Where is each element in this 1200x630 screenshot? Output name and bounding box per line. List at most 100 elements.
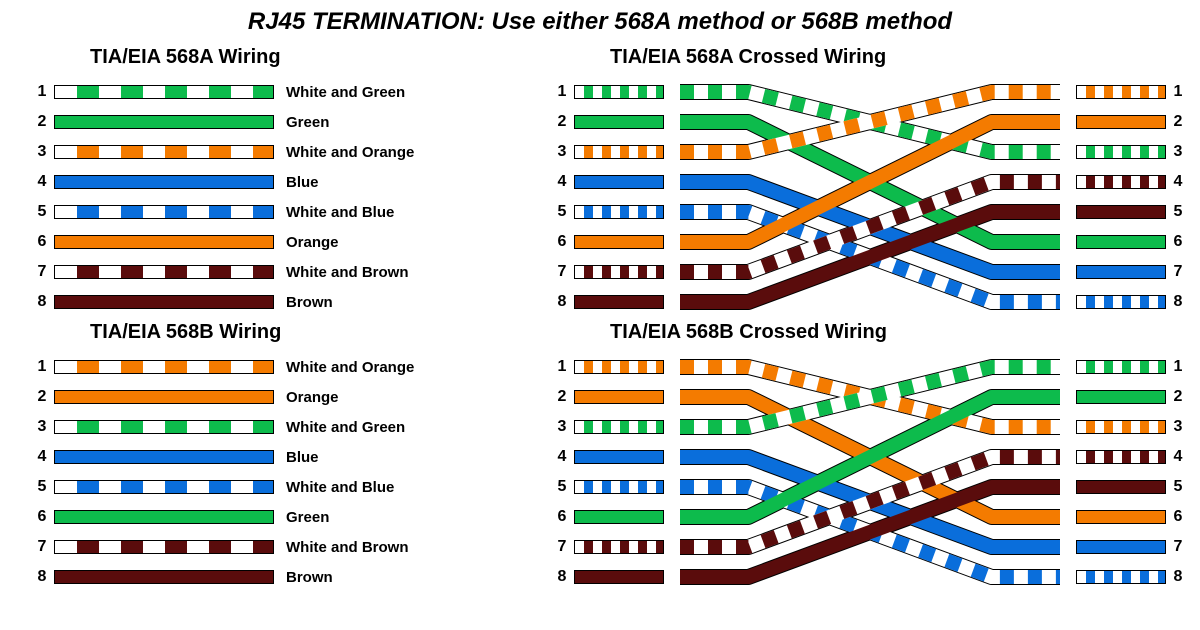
wire-row: 1 <box>1076 352 1190 382</box>
wire-row: 6 <box>550 502 664 532</box>
pin-number: 6 <box>550 508 574 526</box>
wire-row: 6 <box>1076 227 1190 257</box>
pin-number: 1 <box>30 83 54 101</box>
wire-row: 1White and Orange <box>30 352 510 382</box>
wire-bar <box>1076 235 1166 249</box>
wire-bar <box>1076 265 1166 279</box>
wire-label: White and Green <box>274 84 405 101</box>
wire-bar <box>574 295 664 309</box>
wire-bar <box>54 175 274 189</box>
wire-bar <box>574 450 664 464</box>
wire-label: Green <box>274 509 329 526</box>
panel-568b-crossed: TIA/EIA 568B Crossed Wiring1122334455667… <box>550 317 1190 592</box>
wire-row: 3White and Orange <box>30 137 510 167</box>
pin-number: 3 <box>1166 143 1190 161</box>
wire-label: Green <box>274 114 329 131</box>
wire-row: 3 <box>550 137 664 167</box>
panel-title: TIA/EIA 568B Crossed Wiring <box>550 321 1190 344</box>
wire-bar <box>54 360 274 374</box>
wire-bar <box>54 115 274 129</box>
wire-bar <box>1076 205 1166 219</box>
pin-number: 2 <box>550 113 574 131</box>
pin-number: 2 <box>30 388 54 406</box>
pin-number: 8 <box>30 293 54 311</box>
wire-row: 7 <box>550 257 664 287</box>
wire-label: White and Blue <box>274 479 394 496</box>
pin-number: 1 <box>1166 83 1190 101</box>
wire-row: 4Blue <box>30 442 510 472</box>
wire-row: 3 White and Green <box>30 412 510 442</box>
pin-number: 3 <box>1166 418 1190 436</box>
wire-row: 5 <box>550 197 664 227</box>
wire-label: Orange <box>274 389 339 406</box>
wire-row: 8 <box>1076 287 1190 317</box>
wire-bar <box>574 360 664 374</box>
pin-number: 3 <box>550 143 574 161</box>
pin-number: 8 <box>550 568 574 586</box>
wire-bar <box>574 235 664 249</box>
wire-row: 2 <box>550 107 664 137</box>
wire-bar <box>574 480 664 494</box>
pin-number: 5 <box>30 478 54 496</box>
wire-row: 6Green <box>30 502 510 532</box>
wire-row: 6Orange <box>30 227 510 257</box>
crossing-diagram <box>680 352 1060 592</box>
pin-number: 1 <box>550 83 574 101</box>
wire-bar <box>54 450 274 464</box>
wire-bar <box>1076 145 1166 159</box>
wire-row: 4 <box>550 442 664 472</box>
panel-title: TIA/EIA 568A Wiring <box>30 46 510 69</box>
wire-row: 6 <box>550 227 664 257</box>
pin-number: 8 <box>1166 568 1190 586</box>
wire-row: 7 <box>1076 257 1190 287</box>
pin-number: 1 <box>30 358 54 376</box>
pin-number: 7 <box>1166 538 1190 556</box>
pin-number: 4 <box>1166 448 1190 466</box>
wire-bar <box>574 510 664 524</box>
wire-label: Brown <box>274 294 333 311</box>
wire-label: Blue <box>274 174 319 191</box>
wire-row: 8 <box>550 287 664 317</box>
pin-number: 3 <box>30 418 54 436</box>
panel-568a-crossed: TIA/EIA 568A Crossed Wiring1122334455667… <box>550 42 1190 317</box>
pin-number: 7 <box>550 263 574 281</box>
wire-label: White and Green <box>274 419 405 436</box>
wire-bar <box>1076 540 1166 554</box>
wire-row: 5 <box>550 472 664 502</box>
wire-bar <box>1076 115 1166 129</box>
wire-row: 7 <box>550 532 664 562</box>
pin-number: 5 <box>1166 203 1190 221</box>
pin-number: 2 <box>30 113 54 131</box>
pin-number: 5 <box>30 203 54 221</box>
wire-bar <box>574 265 664 279</box>
pin-number: 7 <box>30 263 54 281</box>
pin-number: 6 <box>1166 508 1190 526</box>
pin-number: 8 <box>30 568 54 586</box>
wire-row: 5White and Blue <box>30 197 510 227</box>
panel-568a: TIA/EIA 568A Wiring 1 White and Green 2 Gree… <box>30 42 510 317</box>
pin-number: 7 <box>1166 263 1190 281</box>
wire-row: 2 <box>1076 107 1190 137</box>
wire-bar <box>1076 295 1166 309</box>
pin-number: 2 <box>1166 388 1190 406</box>
pin-number: 3 <box>550 418 574 436</box>
pin-number: 8 <box>550 293 574 311</box>
pin-number: 6 <box>30 233 54 251</box>
wire-bar <box>54 85 274 99</box>
wire-row: 4Blue <box>30 167 510 197</box>
wire-row: 1 <box>550 77 664 107</box>
pin-number: 2 <box>550 388 574 406</box>
wire-row: 6 <box>1076 502 1190 532</box>
wire-row: 5 <box>1076 197 1190 227</box>
pin-number: 3 <box>30 143 54 161</box>
wire-label: Brown <box>274 569 333 586</box>
wire-row: 2 Green <box>30 107 510 137</box>
wire-bar <box>1076 510 1166 524</box>
wire-bar <box>1076 85 1166 99</box>
wire-bar <box>574 540 664 554</box>
wire-row: 5 <box>1076 472 1190 502</box>
wire-bar <box>574 570 664 584</box>
pin-number: 8 <box>1166 293 1190 311</box>
wire-bar <box>54 570 274 584</box>
pin-number: 7 <box>550 538 574 556</box>
